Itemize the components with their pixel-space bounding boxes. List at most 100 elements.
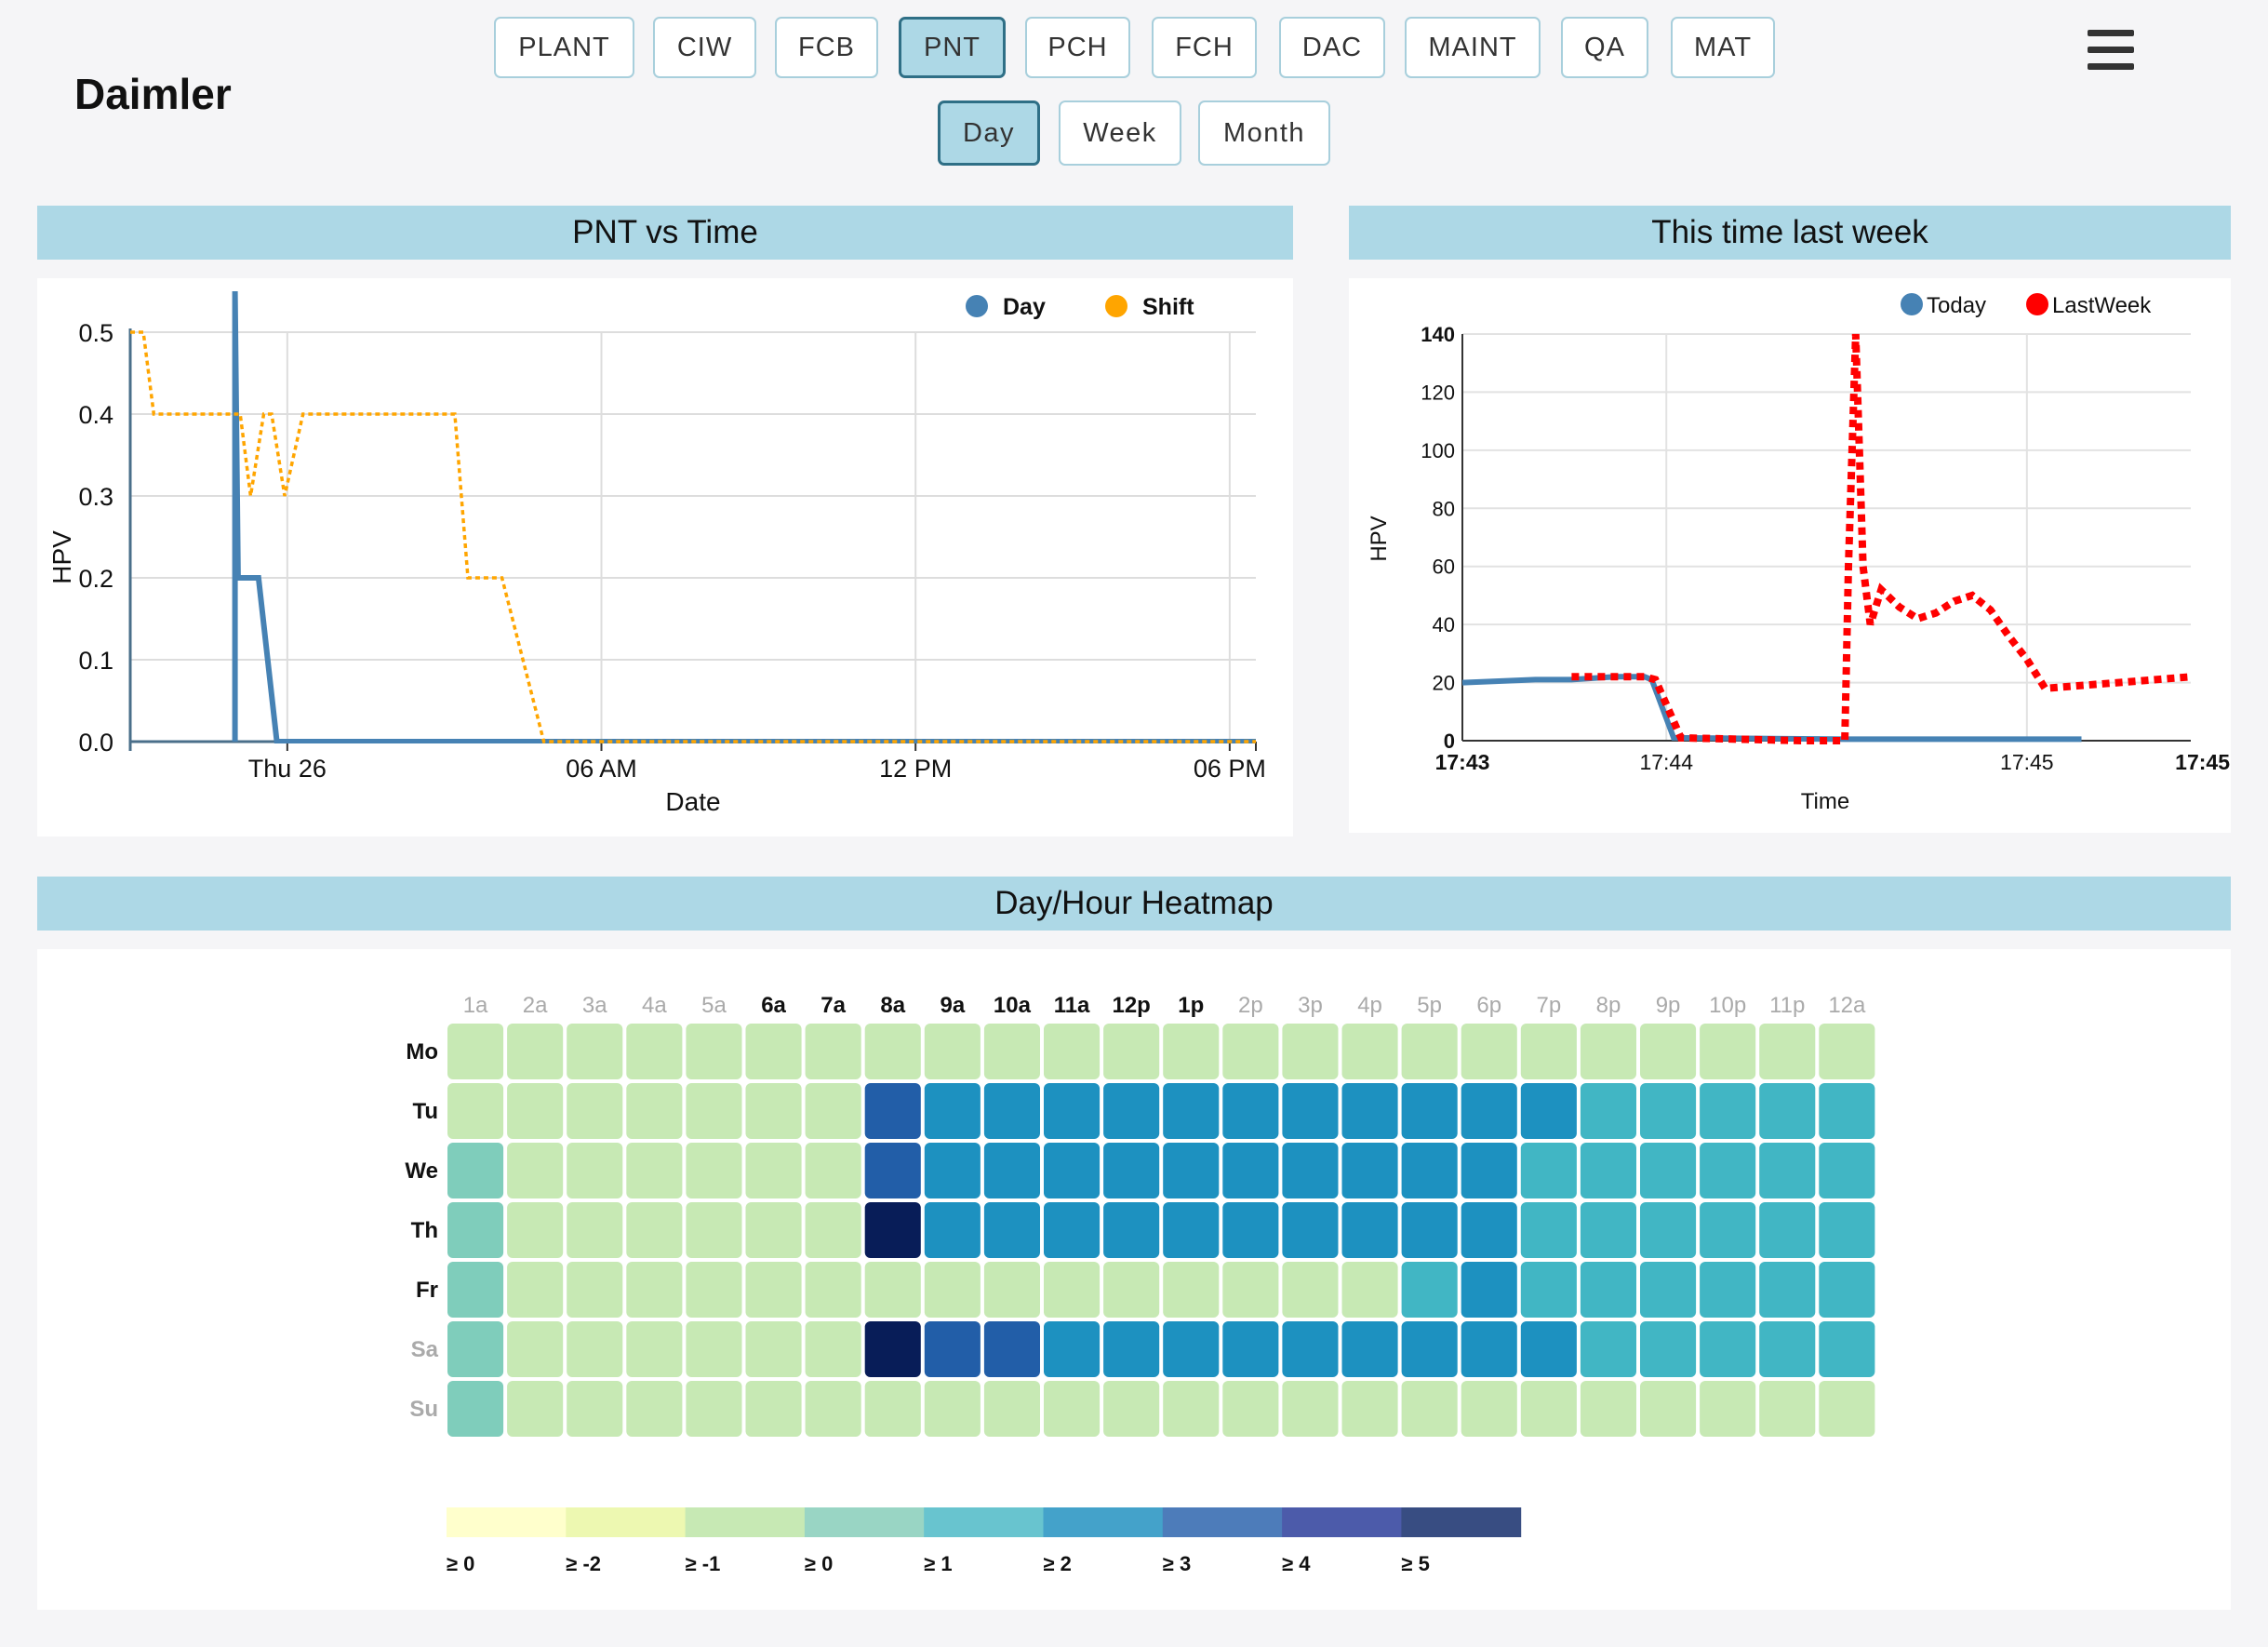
tab-dac[interactable]: DAC: [1279, 17, 1385, 78]
heatmap-cell: [1341, 1024, 1398, 1079]
heatmap-cell: [1520, 1024, 1577, 1079]
x-tick-label: 17:44: [1639, 750, 1693, 774]
heatmap-cell: [1163, 1202, 1220, 1258]
y-tick-label: 0.0: [78, 729, 113, 757]
heatmap-cell: [1580, 1321, 1636, 1377]
tab-pch[interactable]: PCH: [1025, 17, 1130, 78]
y-axis-label: HPV: [47, 530, 76, 584]
hour-label: 1p: [1178, 993, 1204, 1018]
hour-label: 12a: [1828, 993, 1866, 1018]
heatmap-cell: [983, 1143, 1040, 1198]
heatmap-cell: [447, 1262, 504, 1318]
pnt-line-chart: 0.0 0.1 0.2 0.3 0.4 0.5 Thu 26 06 AM 12 PM 06 PM D…: [47, 290, 1266, 816]
heatmap-cell: [1401, 1143, 1458, 1198]
hour-label: 6p: [1476, 993, 1501, 1018]
heatmap-cell: [1520, 1262, 1577, 1318]
y-axis-label: HPV: [1367, 516, 1392, 561]
heatmap-cell: [567, 1202, 623, 1258]
heatmap-cell: [1640, 1262, 1697, 1318]
heatmap-cell: [1759, 1381, 1816, 1437]
heatmap-cell: [1520, 1381, 1577, 1437]
legend-label: ≥ 0: [447, 1552, 474, 1575]
heatmap-cell: [924, 1262, 981, 1318]
legend-label: ≥ 0: [805, 1552, 833, 1575]
tab-pnt[interactable]: PNT: [899, 17, 1006, 78]
y-tick-label: 0.3: [78, 483, 113, 511]
tab-maint[interactable]: MAINT: [1405, 17, 1541, 78]
heatmap-cell: [686, 1143, 742, 1198]
heatmap-cell: [983, 1321, 1040, 1377]
heatmap-cell: [1401, 1024, 1458, 1079]
x-axis-label: Date: [665, 787, 720, 816]
heatmap-cell: [1819, 1321, 1875, 1377]
heatmap-cell: [1700, 1202, 1756, 1258]
heatmap-cell: [1640, 1083, 1697, 1139]
tab-fch[interactable]: FCH: [1152, 17, 1257, 78]
hamburger-menu-icon[interactable]: [2088, 30, 2134, 71]
heatmap-cell: [1700, 1262, 1756, 1318]
heatmap-cell: [1461, 1202, 1517, 1258]
range-month-button[interactable]: Month: [1198, 100, 1330, 166]
heatmap-cell: [686, 1262, 742, 1318]
heatmap-cell: [1222, 1024, 1279, 1079]
heatmap-cell: [1341, 1083, 1398, 1139]
tab-qa[interactable]: QA: [1561, 17, 1648, 78]
heatmap-cell: [1580, 1381, 1636, 1437]
legend-marker-day: [966, 295, 988, 317]
heatmap-cell: [805, 1143, 861, 1198]
day-label: Tu: [412, 1099, 438, 1124]
heatmap-cell: [1341, 1202, 1398, 1258]
heatmap-cell: [507, 1143, 564, 1198]
heatmap-cell: [864, 1202, 921, 1258]
hour-label: 9p: [1656, 993, 1681, 1018]
tab-ciw[interactable]: CIW: [653, 17, 756, 78]
heatmap-cell: [1700, 1381, 1756, 1437]
heatmap-cell: [1103, 1083, 1160, 1139]
heatmap-cell: [1282, 1143, 1339, 1198]
heatmap-cell: [805, 1321, 861, 1377]
x-axis-label: Time: [1801, 789, 1849, 814]
tab-mat[interactable]: MAT: [1671, 17, 1775, 78]
heatmap-cell: [1044, 1321, 1101, 1377]
x-tick-label: Thu 26: [248, 755, 327, 783]
day-label: Fr: [416, 1278, 438, 1303]
series-line-shift: [130, 330, 1256, 743]
pnt-chart-title: PNT vs Time: [37, 206, 1293, 260]
tab-plant[interactable]: PLANT: [494, 17, 634, 78]
y-tick-label: 40: [1433, 613, 1455, 636]
heatmap-cell: [1461, 1381, 1517, 1437]
heatmap-cell: [1700, 1083, 1756, 1139]
heatmap-cell: [864, 1262, 921, 1318]
legend-swatch: [685, 1507, 806, 1537]
legend-label: ≥ 4: [1282, 1552, 1311, 1575]
x-tick-label: 17:43: [1435, 750, 1490, 774]
heatmap-cell: [1163, 1143, 1220, 1198]
hour-label: 3p: [1298, 993, 1323, 1018]
y-tick-label: 0.5: [78, 319, 113, 347]
heatmap-cell: [924, 1381, 981, 1437]
legend-swatch: [1401, 1507, 1522, 1537]
heatmap-cell: [626, 1143, 683, 1198]
heatmap-cell: [1222, 1083, 1279, 1139]
heatmap-cell: [447, 1024, 504, 1079]
hour-label: 7p: [1536, 993, 1561, 1018]
heatmap-cell: [983, 1202, 1040, 1258]
heatmap-cell: [1401, 1262, 1458, 1318]
heatmap-cell: [1640, 1143, 1697, 1198]
heatmap-cell: [864, 1381, 921, 1437]
range-week-button[interactable]: Week: [1059, 100, 1181, 166]
hour-label: 4a: [642, 993, 667, 1018]
heatmap-cell: [1461, 1083, 1517, 1139]
heatmap-cell: [745, 1143, 802, 1198]
heatmap-cell: [507, 1262, 564, 1318]
heatmap-cell: [1163, 1321, 1220, 1377]
tab-fcb[interactable]: FCB: [775, 17, 878, 78]
heatmap-cell: [1580, 1083, 1636, 1139]
range-day-button[interactable]: Day: [938, 100, 1040, 166]
legend-swatch: [924, 1507, 1044, 1537]
heatmap-cell: [1819, 1202, 1875, 1258]
brand-logo-text: Daimler: [74, 70, 232, 118]
pnt-chart-panel: 0.0 0.1 0.2 0.3 0.4 0.5 Thu 26 06 AM 12 PM 06 PM D…: [37, 278, 1293, 837]
heatmap-cell: [1044, 1381, 1101, 1437]
y-tick-label: 80: [1433, 497, 1455, 520]
